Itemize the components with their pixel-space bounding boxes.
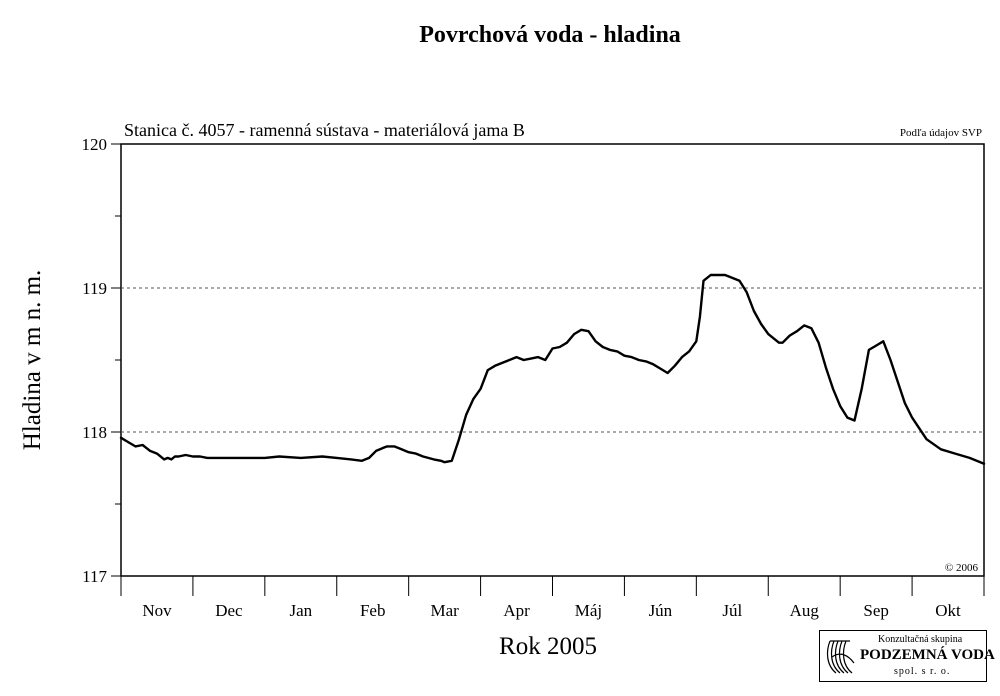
x-tick-label: Aug [790,601,820,620]
x-axis-label: Rok 2005 [499,633,597,660]
logo-line-2: PODZEMNÁ VODA [860,647,995,663]
series-line-hladina [119,273,986,465]
x-tick-label: Júl [722,601,742,620]
logo-line-1: Konzultačná skupina [878,634,963,645]
y-tick-label: 117 [82,567,107,586]
logo-line-3: spol. s r. o. [894,666,951,677]
x-tick-label: Nov [142,601,172,620]
x-axis-ticks: Nov Dec Jan Feb Mar Apr Máj Jún Júl Aug Sep Okt [120,576,985,620]
source-note: Podľa údajov SVP [900,127,982,139]
grid-lines [121,287,984,433]
x-tick-label: Dec [215,601,243,620]
x-tick-label: Jan [289,601,312,620]
y-tick-label: 120 [82,135,108,154]
x-tick-label: Okt [935,601,961,620]
x-tick-label: Máj [575,601,602,620]
y-axis-label: Hladina v m n. m. [19,270,46,451]
x-tick-label: Feb [360,601,386,620]
y-tick-label: 119 [82,279,107,298]
chart-subtitle: Stanica č. 4057 - ramenná sústava - mate… [124,120,525,140]
chart-title: Povrchová voda - hladina [419,22,681,48]
company-logo: Konzultačná skupina PODZEMNÁ VODA spol. … [819,630,995,682]
plot-frame [120,143,985,577]
water-drop-logo-icon [826,640,855,674]
x-tick-label: Sep [863,601,889,620]
x-tick-label: Apr [503,601,530,620]
x-tick-label: Jún [649,601,673,620]
y-axis-ticks: 117 118 119 120 [82,135,121,586]
copyright-note: © 2006 [945,562,979,574]
x-tick-label: Mar [430,601,459,620]
series-group [119,273,986,465]
y-tick-label: 118 [82,423,107,442]
